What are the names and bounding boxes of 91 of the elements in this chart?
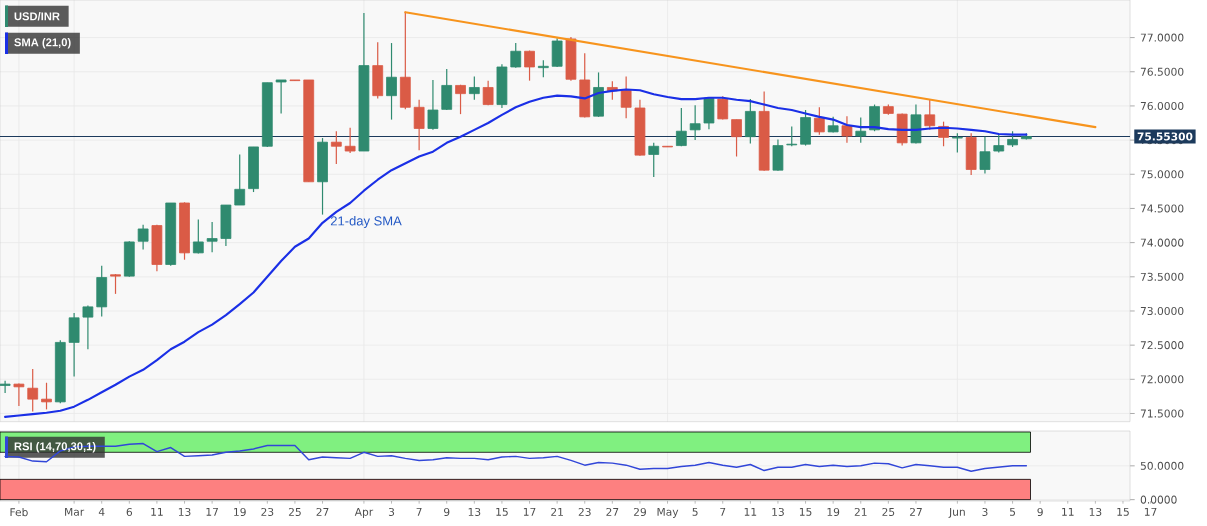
x-tick-label: 17 (1144, 507, 1157, 516)
candlestick (468, 75, 480, 101)
y-tick-label: 76.0000 (1140, 101, 1184, 110)
x-tick-label: 19 (827, 507, 840, 516)
x-tick-label: 17 (206, 507, 218, 516)
candlestick (413, 99, 425, 151)
x-tick-label: 9 (444, 507, 450, 516)
candlestick (689, 104, 701, 141)
candlestick (951, 132, 963, 154)
candlestick (482, 80, 494, 106)
y-tick-label: 74.5000 (1140, 204, 1184, 213)
y-tick-label: 72.0000 (1140, 375, 1184, 384)
x-tick-label: 25 (882, 507, 895, 516)
candlestick (344, 127, 356, 154)
x-tick-label: 27 (606, 507, 619, 516)
legend-label: USD/INR (14, 12, 60, 21)
x-tick-label: 6 (126, 507, 133, 516)
candlestick (813, 106, 825, 136)
candlestick (455, 84, 466, 115)
y-tick-label: 50.0000 (1140, 461, 1184, 470)
y-tick-label: 73.0000 (1140, 306, 1184, 315)
x-tick-label: 17 (523, 507, 536, 516)
candlestick (82, 304, 94, 350)
candlestick (275, 79, 287, 115)
x-tick-label: 5 (1010, 507, 1016, 516)
x-tick-label: 13 (772, 507, 784, 516)
x-tick-label: 29 (633, 507, 646, 516)
y-tick-label: 76.5000 (1140, 67, 1184, 76)
x-tick-label: Mar (65, 507, 85, 516)
x-tick-label: Jun (948, 507, 965, 518)
candlestick (869, 103, 880, 132)
candlestick (13, 382, 25, 407)
x-tick-label: 11 (744, 507, 757, 516)
ref-line-label: 75.55300 (1137, 132, 1193, 141)
x-tick-label: 7 (416, 507, 422, 516)
candlestick (386, 42, 397, 121)
candlestick (137, 224, 149, 251)
x-tick-label: 27 (909, 507, 922, 516)
x-tick-label: 25 (288, 507, 301, 516)
candlestick (620, 75, 632, 119)
x-tick-label: 7 (720, 507, 726, 516)
candlestick (675, 107, 687, 147)
candlestick (234, 153, 246, 206)
candlestick (510, 42, 522, 69)
x-tick-label: 15 (799, 507, 812, 516)
x-tick-label: Apr (354, 507, 374, 518)
candlestick (0, 380, 11, 394)
y-tick-label: 75.0000 (1140, 170, 1184, 179)
legend-label: SMA (21,0) (14, 38, 71, 49)
x-tick-label: 5 (692, 507, 698, 516)
x-tick-label: 11 (1062, 507, 1074, 516)
candlestick (27, 368, 39, 413)
x-tick-label: 3 (388, 507, 395, 516)
x-tick-label: 13 (468, 507, 481, 516)
candlestick (110, 273, 121, 295)
x-tick-label: 15 (496, 507, 508, 516)
candlestick (441, 68, 453, 111)
candlestick (979, 136, 991, 175)
candlestick (524, 49, 535, 82)
y-tick-label: 0.0000 (1140, 495, 1177, 504)
candlestick (192, 218, 204, 255)
x-tick-label: 3 (982, 507, 988, 516)
x-tick-label: May (657, 507, 679, 518)
x-tick-label: 15 (1117, 507, 1129, 516)
x-tick-label: 4 (98, 507, 105, 516)
x-tick-label: 27 (316, 507, 329, 516)
y-tick-label: 71.5000 (1140, 409, 1184, 418)
x-tick-label: Feb (10, 507, 28, 517)
x-tick-label: 19 (234, 507, 246, 516)
annotation: 21-day SMA (330, 215, 402, 229)
candlestick (41, 382, 52, 410)
candlestick (841, 115, 853, 144)
x-tick-label: 21 (551, 507, 563, 516)
y-tick-label: 73.5000 (1140, 272, 1184, 281)
x-tick-label: 13 (1089, 507, 1102, 516)
candlestick (855, 116, 867, 144)
candlestick (731, 119, 742, 158)
x-tick-label: 11 (151, 507, 163, 516)
x-tick-label: 23 (261, 507, 274, 516)
x-tick-label: 23 (578, 507, 591, 516)
candlestick (330, 130, 342, 165)
candlestick (717, 95, 729, 121)
x-tick-label: 9 (1037, 507, 1043, 516)
x-tick-label: 13 (178, 507, 191, 516)
x-tick-label: 21 (854, 507, 867, 516)
y-tick-label: 77.0000 (1140, 33, 1184, 42)
candlestick (648, 142, 660, 178)
y-tick-label: 74.0000 (1140, 238, 1184, 247)
candlestick (206, 221, 218, 253)
y-tick-label: 72.5000 (1140, 341, 1184, 350)
candlestick (427, 79, 439, 131)
